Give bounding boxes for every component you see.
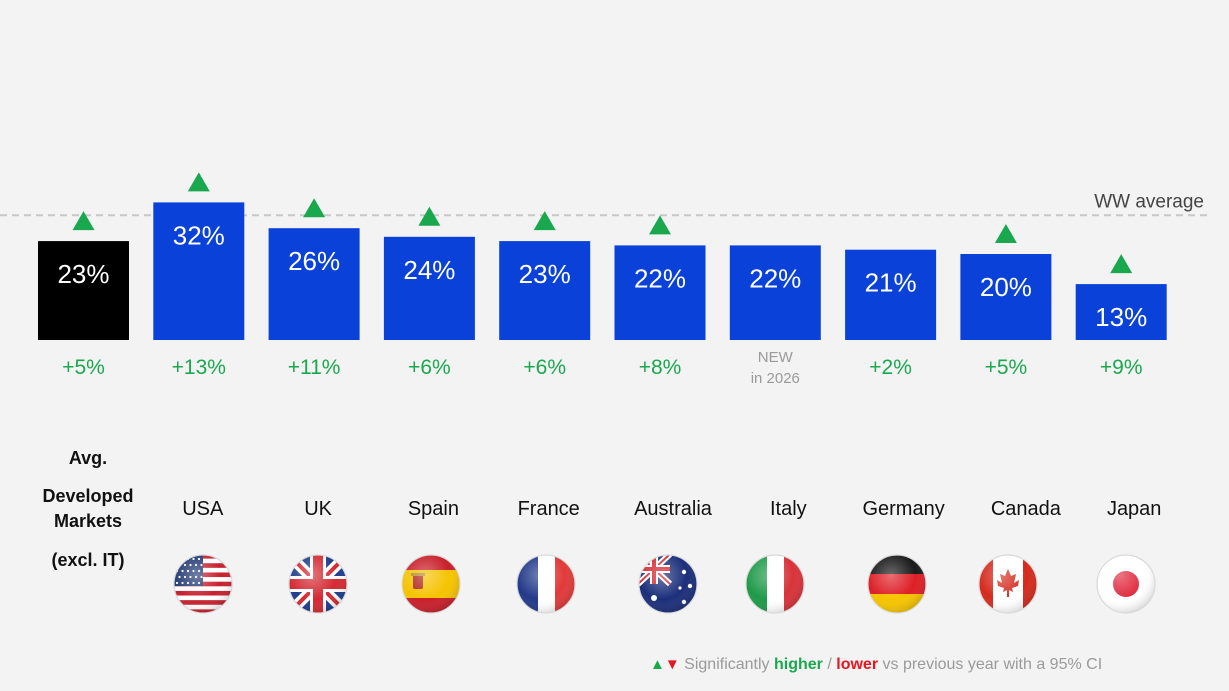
significance-up-triangle-icon (1110, 254, 1133, 274)
japan-flag-icon (1096, 554, 1156, 614)
change-label: +5% (985, 356, 1028, 379)
significance-up-triangle-icon (649, 215, 671, 235)
bar-canada (960, 254, 1052, 340)
category-label: France (518, 498, 580, 520)
change-label: +2% (869, 356, 912, 379)
ww-average-label: WW average (1094, 191, 1204, 212)
bar-uk (268, 228, 360, 340)
us-flag-icon (173, 554, 233, 614)
bar-value-label: 20% (980, 272, 1032, 302)
category-label-avg: Avg. (69, 448, 107, 468)
change-label: +13% (172, 356, 226, 379)
new-in-2026-label: NEW (758, 349, 794, 366)
bar-italy (729, 245, 821, 340)
category-label: Germany (862, 498, 944, 520)
change-label: +6% (408, 356, 451, 379)
legend-prefix: Significantly (684, 656, 770, 673)
bar-australia (614, 245, 706, 340)
bar-value-label: 24% (403, 255, 455, 285)
bar-value-label: 23% (57, 259, 109, 289)
new-in-2026-label: in 2026 (751, 370, 800, 387)
significance-up-triangle-icon (994, 224, 1017, 243)
legend-higher: higher (774, 656, 823, 673)
category-label: Spain (408, 498, 459, 520)
category-label: Canada (991, 498, 1062, 520)
change-label: +8% (639, 356, 682, 379)
category-label: Australia (634, 498, 713, 520)
legend-lower: lower (836, 656, 879, 673)
bar-value-label: 23% (519, 259, 571, 289)
category-label: USA (182, 498, 224, 520)
bar-value-label: 13% (1095, 302, 1147, 332)
france-flag-icon (516, 554, 576, 614)
bar-germany (845, 249, 937, 340)
category-label-avg: Markets (54, 511, 122, 531)
category-label: Japan (1107, 498, 1162, 520)
significance-up-triangle-icon (187, 172, 210, 192)
change-label: +6% (523, 356, 566, 379)
change-label: +5% (62, 356, 105, 379)
category-label-avg: (excl. IT) (51, 550, 124, 570)
bar-value-label: 32% (173, 220, 225, 250)
significance-up-triangle-icon (418, 206, 441, 226)
legend-suffix: vs previous year with a 95% CI (882, 656, 1103, 673)
australia-flag-icon (638, 554, 698, 614)
canada-flag-icon (978, 554, 1038, 614)
bar-value-label: 26% (288, 246, 340, 276)
significance-up-triangle-icon (303, 198, 326, 218)
change-label: +9% (1100, 356, 1143, 379)
bar-value-label: 22% (634, 263, 686, 293)
legend-up-triangle-icon: ▲ (650, 656, 665, 673)
significance-up-triangle-icon (72, 211, 95, 231)
bar-usa (153, 202, 245, 340)
italy-flag-icon (745, 554, 805, 614)
category-label-avg: Developed (42, 486, 133, 506)
significance-up-triangle-icon (533, 211, 556, 231)
significance-legend: ▲▼ Significantly higher / lower vs previ… (650, 656, 1102, 674)
uk-flag-icon (288, 554, 348, 614)
legend-down-triangle-icon: ▼ (664, 656, 680, 673)
bar-france (499, 241, 591, 340)
bar-japan (1075, 284, 1167, 340)
category-label: Italy (770, 498, 807, 520)
bar-value-label: 22% (749, 263, 801, 293)
change-label: +11% (288, 356, 341, 379)
bar-value-label: 21% (865, 268, 917, 298)
bar-avg-developed-markets (38, 241, 129, 340)
legend-separator: / (827, 656, 832, 673)
bar-spain (383, 236, 475, 340)
spain-flag-icon (401, 554, 461, 614)
category-label: UK (304, 498, 332, 520)
germany-flag-icon (867, 554, 927, 614)
